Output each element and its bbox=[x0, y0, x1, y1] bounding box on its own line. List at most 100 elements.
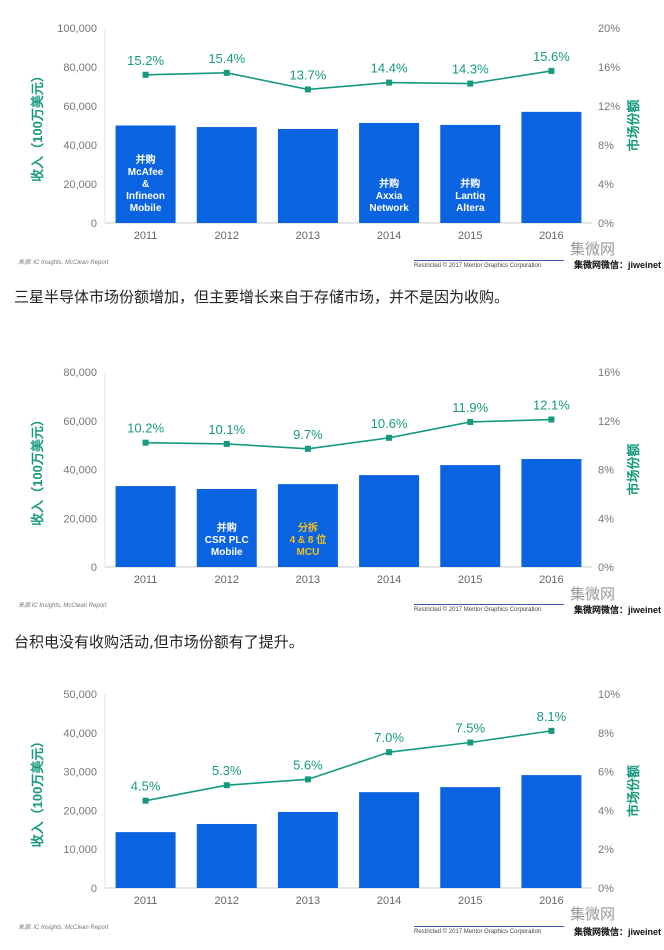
chart-svg: 0 20,000 40,000 60,000 80,000 0% 4% 8% 12% 16% 收入（… bbox=[30, 367, 641, 586]
restricted-note: Restricted © 2017 Mentor Graphics Corpor… bbox=[414, 263, 542, 269]
bar-annotation: CSR PLC bbox=[205, 535, 249, 546]
share-point-2016 bbox=[548, 416, 555, 423]
y-tick-label: 30,000 bbox=[63, 767, 97, 779]
watermark: 集微网 bbox=[570, 241, 616, 258]
share-point-2011 bbox=[142, 71, 149, 78]
bar-annotation: & bbox=[142, 179, 149, 190]
share-point-2012 bbox=[223, 440, 230, 447]
source-note: 来源: IC Insights, McClean Report bbox=[18, 925, 109, 931]
bar-2016 bbox=[521, 459, 582, 567]
share-label: 10.1% bbox=[208, 422, 245, 437]
bar-2011 bbox=[115, 125, 176, 223]
share-label: 15.2% bbox=[127, 53, 164, 68]
x-tick-label: 2011 bbox=[134, 574, 158, 586]
chart-intel: 0 20,000 40,000 60,000 80,000 100,000 0% 4% 8% 12… bbox=[0, 0, 664, 270]
bar-2013 bbox=[277, 811, 338, 888]
share-label: 15.6% bbox=[533, 49, 570, 64]
y2-tick-label: 12% bbox=[598, 416, 620, 428]
share-label: 13.7% bbox=[289, 67, 326, 82]
bar-annotation: 并购 bbox=[136, 153, 156, 166]
x-tick-label: 2014 bbox=[377, 574, 401, 586]
watermark: 集微网 bbox=[570, 586, 616, 603]
y2-tick-label: 0% bbox=[598, 562, 614, 574]
y-tick-label: 50,000 bbox=[63, 689, 97, 701]
share-label: 7.0% bbox=[374, 730, 404, 745]
share-point-2015 bbox=[467, 80, 474, 87]
y-axis-title: 收入（100万美元） bbox=[30, 413, 45, 526]
chart-third: 0 10,000 20,000 30,000 40,000 50,000 0% 2% 4% 6% 8… bbox=[0, 665, 664, 950]
share-label: 5.6% bbox=[293, 757, 323, 772]
bar-2015 bbox=[440, 465, 501, 567]
wechat-id: 集微网微信：jiweinet bbox=[574, 260, 662, 270]
share-label: 10.2% bbox=[127, 421, 164, 436]
bar-annotation: McAfee bbox=[128, 167, 164, 178]
share-point-2013 bbox=[304, 776, 311, 783]
y-tick-label: 60,000 bbox=[63, 416, 97, 428]
bar-annotation: MCU bbox=[297, 547, 320, 558]
share-label: 10.6% bbox=[371, 416, 408, 431]
source-note: 来源: IC Insights, McClean Report bbox=[18, 260, 109, 266]
divider bbox=[414, 604, 564, 605]
share-point-2013 bbox=[304, 86, 311, 93]
share-point-2014 bbox=[386, 434, 393, 441]
share-point-2011 bbox=[142, 439, 149, 446]
y-tick-label: 0 bbox=[91, 562, 97, 574]
bar-2014 bbox=[359, 475, 420, 567]
bar-annotation: 并购 bbox=[379, 177, 399, 190]
y2-axis-title: 市场份额 bbox=[626, 99, 641, 151]
x-tick-label: 2015 bbox=[458, 574, 482, 586]
share-point-2013 bbox=[304, 445, 311, 452]
share-point-2014 bbox=[386, 749, 393, 756]
bar-2013 bbox=[277, 484, 338, 567]
y-tick-label: 80,000 bbox=[63, 367, 97, 379]
bar-annotation: Axxia bbox=[376, 191, 403, 202]
y2-axis-title: 市场份额 bbox=[626, 443, 641, 495]
share-point-2012 bbox=[223, 782, 230, 789]
y2-axis-title: 市场份额 bbox=[626, 765, 641, 817]
share-label: 9.7% bbox=[293, 427, 323, 442]
share-label: 14.4% bbox=[371, 61, 408, 76]
x-tick-label: 2012 bbox=[215, 895, 239, 907]
x-tick-label: 2013 bbox=[296, 895, 320, 907]
bar-annotation: Network bbox=[369, 203, 409, 214]
x-tick-label: 2011 bbox=[134, 230, 158, 242]
bar-2015 bbox=[440, 787, 501, 888]
y2-tick-label: 20% bbox=[598, 23, 620, 35]
bar-2014 bbox=[359, 792, 420, 888]
x-tick-label: 2016 bbox=[539, 230, 563, 242]
y-tick-label: 0 bbox=[91, 883, 97, 895]
bar-annotation: 并购 bbox=[217, 521, 237, 534]
y2-tick-label: 0% bbox=[598, 883, 614, 895]
bar-2012 bbox=[196, 489, 257, 567]
y-tick-label: 20,000 bbox=[63, 805, 97, 817]
share-point-2011 bbox=[142, 797, 149, 804]
y-tick-label: 10,000 bbox=[63, 844, 97, 856]
divider bbox=[414, 926, 564, 927]
share-point-2016 bbox=[548, 67, 555, 74]
watermark: 集微网 bbox=[570, 906, 616, 923]
x-tick-label: 2012 bbox=[215, 230, 239, 242]
bar-annotation: Infineon bbox=[126, 191, 165, 202]
y-tick-label: 100,000 bbox=[57, 23, 97, 35]
y2-tick-label: 12% bbox=[598, 101, 620, 113]
bar-annotation: 4 & 8 位 bbox=[290, 533, 327, 546]
y2-tick-label: 2% bbox=[598, 844, 614, 856]
bar-annotation: Lantiq bbox=[455, 191, 485, 202]
restricted-note: Restricted © 2017 Mentor Graphics Corpor… bbox=[414, 929, 542, 935]
x-tick-label: 2014 bbox=[377, 230, 401, 242]
x-tick-label: 2016 bbox=[539, 574, 563, 586]
divider bbox=[414, 260, 564, 261]
bar-2015 bbox=[440, 124, 501, 223]
bar-annotation: 分拆 bbox=[298, 521, 318, 534]
share-label: 15.4% bbox=[208, 51, 245, 66]
y2-tick-label: 6% bbox=[598, 767, 614, 779]
share-point-2016 bbox=[548, 727, 555, 734]
share-label: 7.5% bbox=[455, 721, 485, 736]
bar-annotation: Mobile bbox=[130, 203, 162, 214]
y-tick-label: 20,000 bbox=[63, 513, 97, 525]
share-label: 12.1% bbox=[533, 398, 570, 413]
y2-tick-label: 16% bbox=[598, 367, 620, 379]
y-tick-label: 40,000 bbox=[63, 140, 97, 152]
bar-2016 bbox=[521, 775, 582, 888]
chart-tsmc: 0 20,000 40,000 60,000 80,000 0% 4% 8% 12% 16% 收入（… bbox=[0, 345, 664, 620]
